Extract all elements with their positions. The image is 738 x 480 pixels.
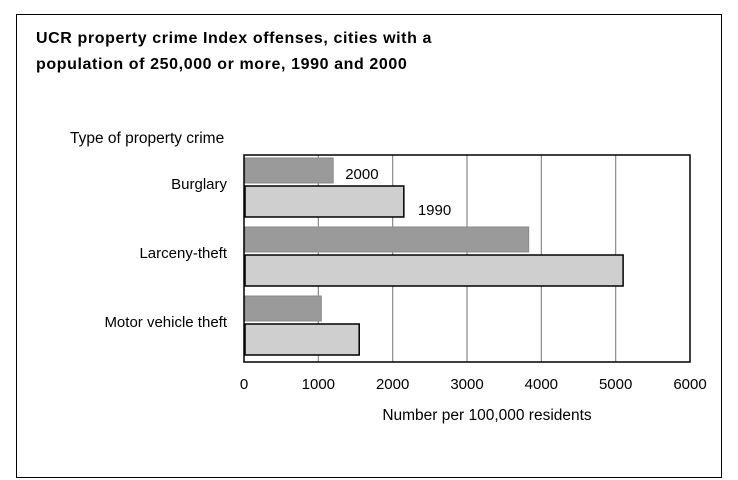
x-tick-label: 6000 (673, 376, 706, 393)
series-label-2000: 2000 (345, 166, 378, 183)
x-tick-labels: 0 1000 2000 3000 4000 5000 6000 (240, 376, 707, 393)
category-label: Larceny-theft (139, 245, 227, 262)
x-tick-label: 0 (240, 376, 248, 393)
bar-1990-larceny-theft (244, 254, 624, 287)
bar-2000-motor-vehicle-theft (244, 295, 322, 322)
chart-title-line-2: population of 250,000 or more, 1990 and … (36, 56, 408, 73)
category-label: Burglary (171, 176, 227, 193)
x-tick-label: 1000 (302, 376, 335, 393)
series-label-1990: 1990 (418, 202, 451, 219)
chart-title-line-1: UCR property crime Index offenses, citie… (36, 30, 433, 47)
y-axis-title: Type of property crime (70, 130, 224, 147)
category-labels: Burglary Larceny-theft Motor vehicle theft (104, 176, 227, 331)
bar-1990-motor-vehicle-theft (244, 323, 360, 356)
chart-title: UCR property crime Index offenses, citie… (36, 26, 636, 78)
chart-frame (16, 14, 722, 478)
series-labels: 2000 1990 (345, 166, 451, 219)
bar-2000-burglary (244, 157, 334, 184)
plot-area-border (243, 154, 691, 363)
bar-1990-burglary (244, 185, 405, 218)
bar-group (244, 157, 624, 356)
x-tick-label: 4000 (525, 376, 558, 393)
bar-2000-larceny-theft (244, 226, 530, 253)
x-tick-label: 5000 (599, 376, 632, 393)
x-tick-label: 2000 (376, 376, 409, 393)
category-label: Motor vehicle theft (104, 314, 227, 331)
x-tick-label: 3000 (450, 376, 483, 393)
x-axis-title: Number per 100,000 residents (382, 407, 592, 424)
